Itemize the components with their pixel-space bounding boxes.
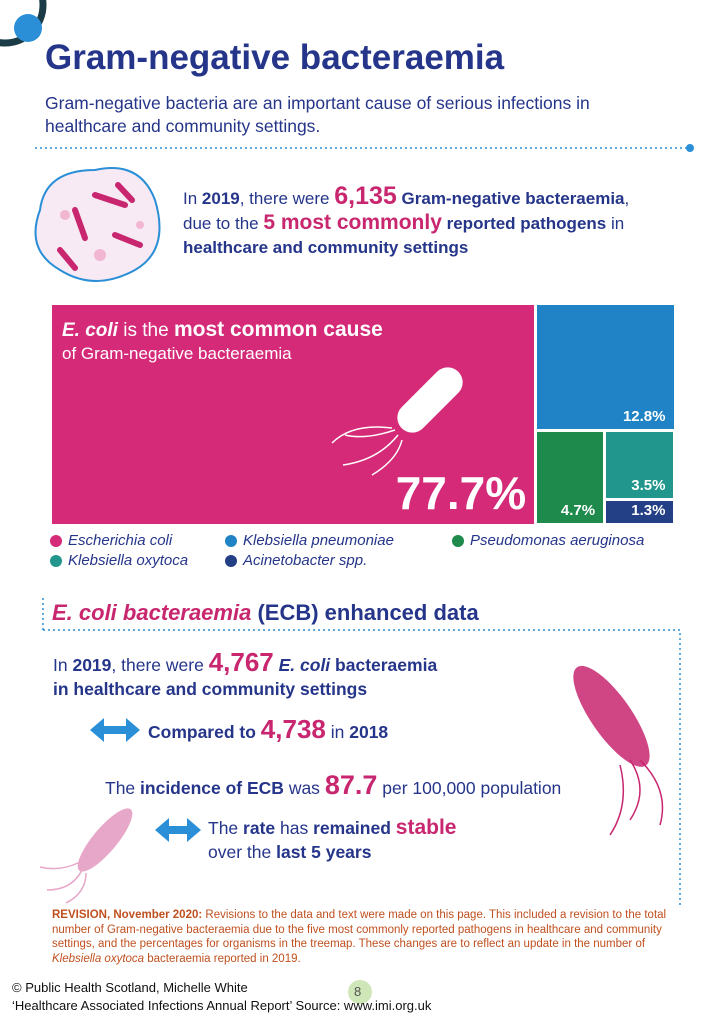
text: E. coli bacteraemia [52,600,252,625]
text: last 5 years [276,842,372,862]
treemap-cell: 1.3% [606,500,674,524]
text: 2019 [201,189,240,208]
text: bacteraemia reported in 2019. [144,952,301,965]
text: is the [117,320,174,341]
treemap-label: 3.5% [631,476,666,494]
treemap-cell: 4.7% [537,431,604,524]
text: stable [395,816,457,839]
text: has [275,818,314,838]
treemap-cell: 3.5% [606,431,674,498]
legend-label: Klebsiella pneumoniae [243,532,394,549]
legend-label: Escherichia coli [68,532,173,549]
legend-swatch [50,554,62,567]
text: in [606,214,625,233]
legend-label: Acinetobacter spp. [243,552,368,569]
text: rate [243,818,276,838]
legend-item: Pseudomonas aeruginosa [452,532,644,549]
revision: REVISION, November 2020: Revisions to th… [52,908,677,966]
text: In [183,189,202,208]
text: in [325,722,350,742]
text: over the [208,842,277,862]
text: 2019 [72,655,112,675]
text: (ECB) enhanced data [251,600,479,625]
treemap-cell: 12.8% [537,304,674,429]
text: incidence of ECB [140,778,284,798]
text: healthcare and community settings [183,238,469,257]
footer-source: ‘Healthcare Associated Infections Annual… [12,998,432,1013]
summary: In 2019, there were 6,135 Gram-negative … [183,184,643,260]
ecb-rate: The rate has remained stable over the las… [208,816,456,864]
legend-item: Klebsiella oxytoca [50,552,188,569]
text: 4,767 [208,647,274,677]
footer-credit: © Public Health Scotland, Michelle White [12,980,248,995]
legend-item: Acinetobacter spp. [225,552,367,569]
ecb-incidence: The incidence of ECB was 87.7 per 100,00… [105,770,561,801]
legend-swatch [225,554,237,567]
text: Revisions to the data and text were made… [52,909,667,950]
legend-swatch [50,534,62,547]
legend-label: Pseudomonas aeruginosa [470,532,645,549]
text: most common cause [173,318,383,341]
text: E. coli [273,655,331,675]
legend-item: Escherichia coli [50,532,172,549]
text: The [208,818,244,838]
treemap-cell: 77.7% [51,304,535,524]
page-number: 8 [354,984,362,999]
text: 2018 [349,722,389,742]
text: in healthcare and community settings [53,679,368,699]
text: Gram-negative bacteraemia [396,189,625,208]
text: In [53,655,73,675]
text: Klebsiella oxytoca [52,952,145,965]
treemap: 77.7% 12.8% 4.7% 3.5% 1.3% [50,303,675,525]
treemap-label: 4.7% [560,502,596,520]
ecb-total: In 2019, there were 4,767 E. coli bacter… [53,647,438,701]
treemap-label: 12.8% [622,407,666,425]
ecb-compared: Compared to 4,738 in 2018 [148,714,388,745]
legend-label: Klebsiella oxytoca [68,552,189,569]
text: remained [313,818,396,838]
ecb-heading: E. coli bacteraemia (ECB) enhanced data [52,600,479,626]
text: reported pathogens [441,214,607,233]
subtitle: Gram-negative bacteria are an important … [45,93,590,136]
ecoli-icon [331,367,463,476]
treemap-label: 1.3% [631,502,666,520]
legend-swatch [225,534,237,547]
text: per 100,000 population [377,778,562,798]
text: 87.7 [324,770,378,800]
text: E. coli [62,320,118,341]
text: of Gram-negative bacteraemia [62,344,292,363]
text: , due to the [183,189,630,233]
treemap-label: 77.7% [395,466,527,519]
text: 5 most commonly [263,211,442,234]
text: 4,738 [260,714,326,744]
text: bacteraemia [330,655,438,675]
text: The [105,778,141,798]
legend-item: Klebsiella pneumoniae [225,532,394,549]
text: Compared to [148,722,261,742]
text: 6,135 [334,182,397,210]
text: , there were [239,189,335,208]
title: Gram-negative bacteraemia [45,38,505,77]
treemap-callout: E. coli is the most common cause of Gram-… [62,318,442,365]
text: , there were [111,655,209,675]
legend-swatch [452,534,464,547]
text: REVISION, November 2020: [52,909,203,921]
text: was [283,778,325,798]
